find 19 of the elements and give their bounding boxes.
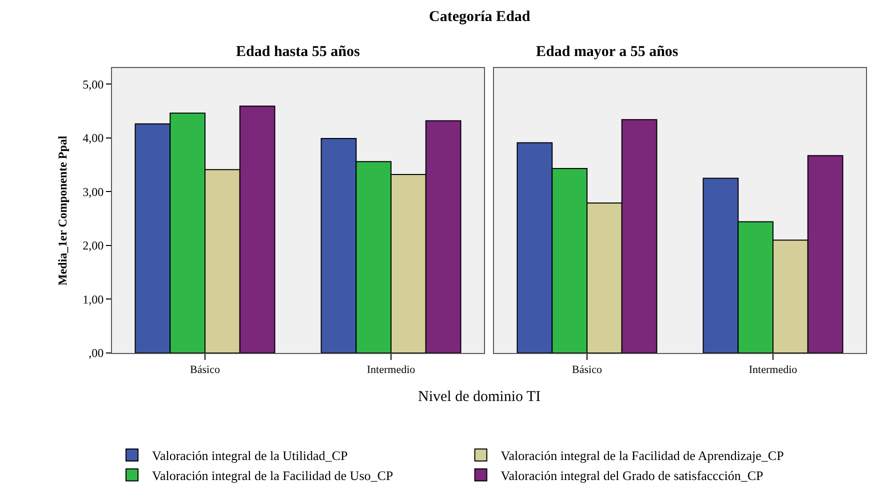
legend-label: Valoración integral del Grado de satisfaccción_CP	[500, 468, 764, 483]
chart-title: Edad hasta 55 años	[236, 44, 360, 60]
x-tick-label: Intermedio	[366, 364, 416, 376]
legend-label: Valoración integral de la Facilidad de Aprendizaje_CP	[500, 448, 784, 464]
y-tick-label: 1,00	[82, 292, 104, 306]
x-axis-title: Nivel de dominio TI	[418, 389, 541, 405]
y-tick-label: 4,00	[82, 131, 104, 146]
y-tick-label: 3,00	[82, 184, 104, 199]
y-tick-label: ,00	[88, 346, 104, 360]
text: Categoría Edad	[429, 9, 531, 25]
legend-label: Valoración integral de la Facilidad de Uso_CP	[152, 468, 394, 483]
legend-label: Valoración integral de la Utilidad_CP	[152, 448, 348, 464]
y-tick-label: 2,00	[82, 238, 104, 253]
x-tick-label: Básico	[190, 364, 220, 376]
chart-title: Edad mayor a 55 años	[536, 44, 678, 60]
y-axis-title: Media_1er Componente Ppal	[56, 135, 70, 286]
x-tick-label: Básico	[572, 364, 602, 376]
y-tick-label: 5,00	[82, 77, 104, 92]
x-tick-label: Intermedio	[748, 364, 798, 376]
